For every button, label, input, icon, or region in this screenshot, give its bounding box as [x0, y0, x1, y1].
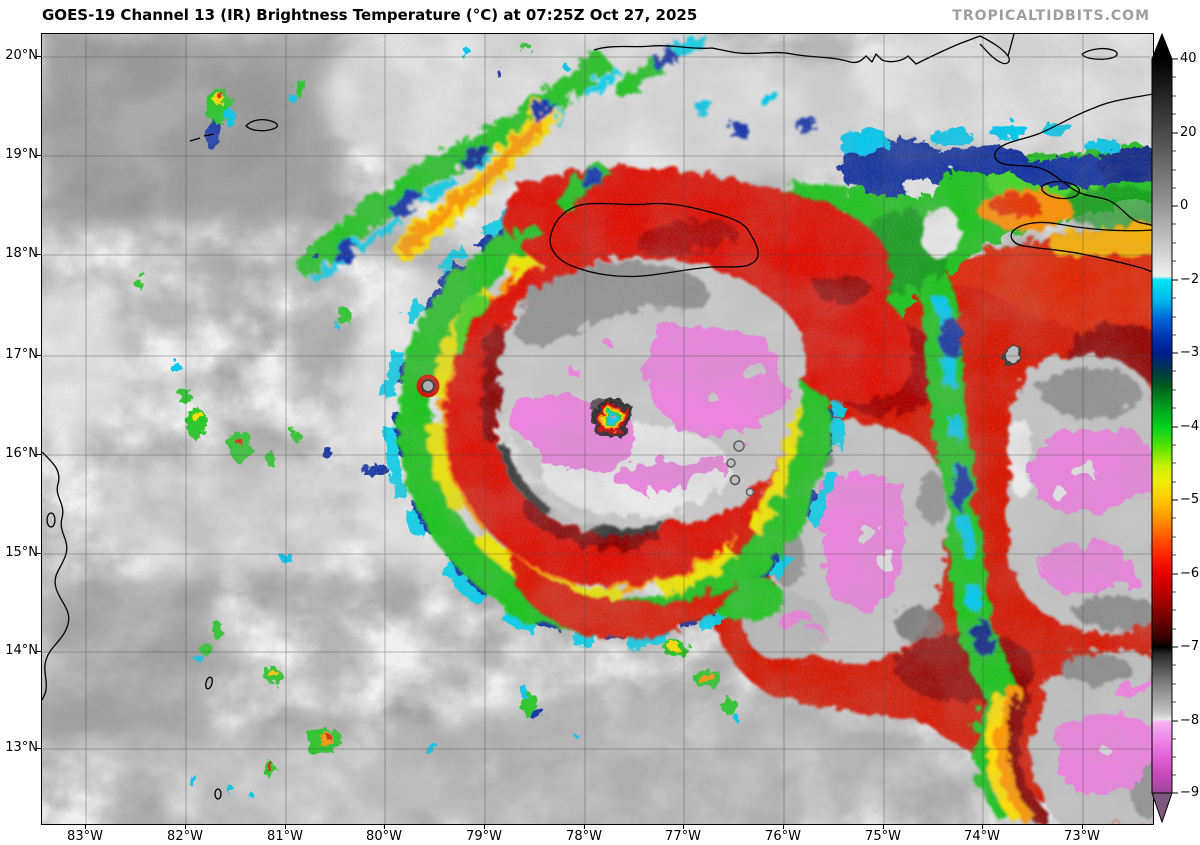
- axis-tick: [1082, 824, 1083, 829]
- colorbar-tick: −30: [1180, 345, 1200, 360]
- providencia-island: [214, 788, 222, 800]
- axis-tick: [36, 155, 41, 156]
- lon-label: 78°W: [566, 829, 602, 844]
- axis-tick: [285, 824, 286, 829]
- axis-tick: [36, 56, 41, 57]
- axis-tick: [36, 355, 41, 356]
- colorbar-gradient: [1151, 58, 1173, 794]
- axis-tick: [36, 748, 41, 749]
- axis-tick: [384, 824, 385, 829]
- san-andres-island: [205, 676, 213, 690]
- lon-label: 75°W: [865, 829, 901, 844]
- coastlines: [42, 34, 1153, 800]
- cayman-brac-island: [189, 133, 215, 142]
- axis-tick: [36, 553, 41, 554]
- satellite-map: [41, 33, 1154, 825]
- grand-cayman-island: [245, 119, 278, 132]
- colorbar-tick: −20: [1180, 272, 1200, 287]
- page-title: GOES-19 Channel 13 (IR) Brightness Tempe…: [42, 6, 698, 24]
- tortuga-island: [1081, 47, 1118, 60]
- colorbar-tick: −60: [1180, 566, 1200, 581]
- lat-label: 19°N: [5, 147, 38, 162]
- axis-tick: [683, 824, 684, 829]
- central-america-coastline: [42, 451, 70, 701]
- axis-tick: [185, 824, 186, 829]
- lagoon: [46, 512, 56, 528]
- lon-label: 76°W: [765, 829, 801, 844]
- lat-label: 14°N: [5, 643, 38, 658]
- colorbar-arrow-down: [1151, 792, 1173, 824]
- colorbar-tick: −90: [1180, 785, 1200, 800]
- lon-label: 77°W: [665, 829, 701, 844]
- graticule: [42, 34, 1153, 824]
- lon-label: 81°W: [267, 829, 303, 844]
- lon-label: 80°W: [366, 829, 402, 844]
- colorbar-tick: −50: [1180, 492, 1200, 507]
- lon-label: 79°W: [466, 829, 502, 844]
- axis-tick: [36, 454, 41, 455]
- lat-label: 20°N: [5, 48, 38, 63]
- colorbar-tick: −40: [1180, 419, 1200, 434]
- colorbar-tick: 0: [1180, 198, 1189, 213]
- colorbar-tick: −80: [1180, 713, 1200, 728]
- axis-tick: [85, 824, 86, 829]
- colorbar-tick: −70: [1180, 639, 1200, 654]
- gonave-island: [1041, 180, 1081, 200]
- lat-label: 16°N: [5, 446, 38, 461]
- lon-label: 74°W: [964, 829, 1000, 844]
- cuba-east-coastline: [979, 34, 1015, 65]
- jamaica-coastline: [549, 202, 759, 278]
- lon-label: 73°W: [1064, 829, 1100, 844]
- lon-label: 82°W: [167, 829, 203, 844]
- watermark: TROPICALTIDBITS.COM: [952, 8, 1150, 24]
- axis-tick: [484, 824, 485, 829]
- lat-label: 17°N: [5, 347, 38, 362]
- colorbar-arrow-up: [1151, 33, 1173, 60]
- cuba-coastline: [593, 35, 981, 65]
- haiti-south-peninsula: [1010, 221, 1153, 273]
- colorbar-tick: 20: [1180, 125, 1197, 140]
- lat-label: 18°N: [5, 246, 38, 261]
- lat-label: 15°N: [5, 545, 38, 560]
- lat-label: 13°N: [5, 740, 38, 755]
- lon-label: 83°W: [67, 829, 103, 844]
- axis-tick: [36, 651, 41, 652]
- axis-tick: [36, 254, 41, 255]
- colorbar: [1151, 33, 1199, 825]
- axis-tick: [883, 824, 884, 829]
- axis-tick: [584, 824, 585, 829]
- axis-tick: [982, 824, 983, 829]
- hispaniola-coastline: [994, 93, 1153, 227]
- colorbar-tick: 40: [1180, 51, 1197, 66]
- satellite-imagery: [42, 34, 1153, 824]
- axis-tick: [783, 824, 784, 829]
